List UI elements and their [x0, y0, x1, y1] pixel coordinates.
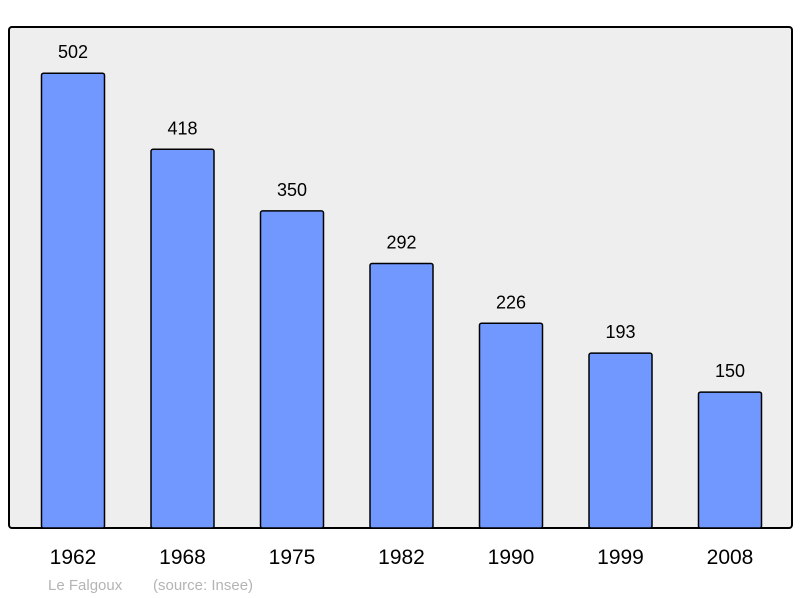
- x-tick-1962: 1962: [50, 546, 97, 569]
- x-tick-1975: 1975: [269, 546, 316, 569]
- bar-1962: [40, 72, 106, 529]
- data-label-1962: 502: [58, 42, 88, 62]
- bar-2008: [697, 391, 763, 529]
- x-tick-1990: 1990: [488, 546, 535, 569]
- bar-1968: [150, 148, 215, 529]
- bar-1990: [478, 322, 544, 529]
- bar-1999: [588, 352, 653, 529]
- data-label-1999: 193: [605, 322, 635, 342]
- data-label-2008: 150: [715, 361, 745, 381]
- bar-1982: [369, 262, 434, 529]
- x-tick-1982: 1982: [378, 546, 425, 569]
- x-tick-1999: 1999: [597, 546, 644, 569]
- footer-source: (source: Insee): [153, 577, 253, 594]
- x-tick-1968: 1968: [159, 546, 206, 569]
- footer-place: Le Falgoux: [48, 577, 123, 594]
- data-label-1990: 226: [496, 292, 526, 312]
- data-label-1975: 350: [277, 180, 307, 200]
- x-tick-2008: 2008: [707, 546, 754, 569]
- bar-1975: [259, 210, 325, 529]
- data-label-1982: 292: [386, 232, 416, 252]
- data-label-1968: 418: [167, 118, 197, 138]
